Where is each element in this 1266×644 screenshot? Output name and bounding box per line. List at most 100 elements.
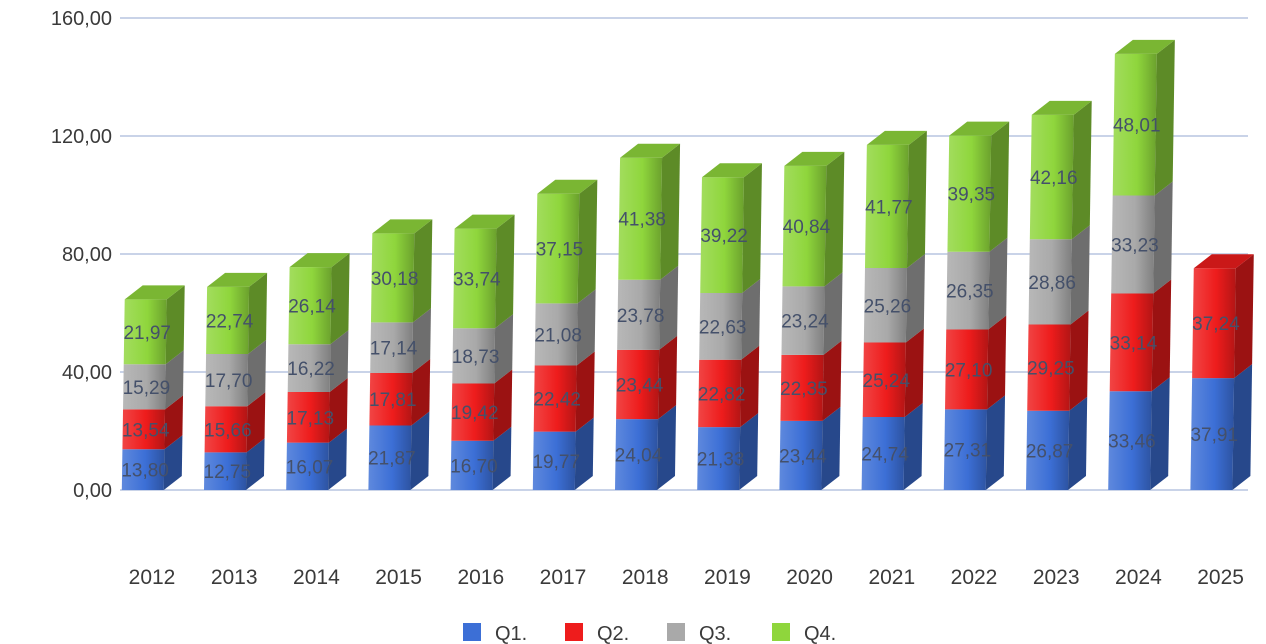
data-label: 23,78 bbox=[617, 306, 665, 327]
data-label: 27,31 bbox=[944, 441, 992, 462]
bar-side bbox=[905, 254, 925, 343]
bar-stack: 16,07 17,13 16,22 26,14 bbox=[286, 253, 350, 490]
bar-side bbox=[1071, 100, 1092, 240]
bar-side bbox=[823, 272, 843, 355]
legend-swatch bbox=[772, 623, 790, 641]
y-tick-label: 160,00 bbox=[51, 8, 112, 30]
bar-segment-q1 bbox=[943, 409, 988, 490]
bar-side bbox=[410, 411, 430, 490]
bar-side bbox=[494, 314, 514, 384]
data-label: 21,97 bbox=[123, 323, 171, 344]
bar-stack: 21,33 22,82 22,63 39,22 bbox=[697, 163, 762, 490]
x-tick-label: 2025 bbox=[1197, 566, 1244, 589]
bar-top bbox=[701, 163, 762, 178]
x-axis: 2012 2013 2014 2015 2016 2017 2018 2019 2020 2021… bbox=[129, 566, 1244, 589]
x-tick-label: 2017 bbox=[540, 566, 587, 589]
bar-segment-q3 bbox=[123, 364, 166, 410]
bar-segment-q2 bbox=[862, 342, 906, 418]
bar-segment-q2 bbox=[204, 406, 248, 453]
bar-side bbox=[412, 308, 431, 373]
bar-segment-q3 bbox=[452, 328, 496, 384]
bar-segment-q1 bbox=[779, 420, 823, 490]
bar-stack: 26,87 29,25 28,86 42,16 bbox=[1026, 100, 1092, 490]
bar-stack: 13,80 13,54 15,29 21,97 bbox=[121, 285, 185, 490]
data-label: 17,81 bbox=[369, 390, 417, 411]
bar-side bbox=[1070, 225, 1090, 325]
bar-segment-q4 bbox=[1029, 114, 1074, 240]
bar-side bbox=[1150, 377, 1170, 490]
x-tick-label: 2019 bbox=[704, 566, 751, 589]
bar-segment-q3 bbox=[370, 322, 413, 373]
bar-segment-q4 bbox=[782, 165, 827, 287]
y-tick-label: 80,00 bbox=[62, 244, 112, 266]
bar-side bbox=[987, 315, 1007, 410]
bar-segment-q2 bbox=[698, 359, 742, 428]
bar-side bbox=[329, 330, 349, 393]
bar-segment-q1 bbox=[1190, 378, 1235, 490]
bar-side bbox=[1234, 254, 1254, 379]
data-label: 17,14 bbox=[370, 339, 418, 360]
bar-side bbox=[985, 395, 1006, 490]
bar-stack: 24,04 23,44 23,78 41,38 bbox=[615, 143, 681, 490]
bar-top bbox=[372, 219, 433, 234]
data-label: 12,75 bbox=[204, 462, 252, 483]
bar-segment-q4 bbox=[618, 157, 663, 280]
bar-top bbox=[1031, 100, 1092, 115]
legend-swatch bbox=[565, 623, 583, 641]
bar-top bbox=[784, 151, 845, 166]
bar-side bbox=[247, 339, 267, 407]
bar-side bbox=[658, 335, 678, 420]
data-label: 40,84 bbox=[783, 217, 831, 238]
data-label: 21,87 bbox=[368, 449, 416, 470]
x-tick-label: 2018 bbox=[622, 566, 669, 589]
bar-segment-q3 bbox=[205, 353, 249, 407]
bar-segment-q2 bbox=[1192, 268, 1236, 379]
bar-segment-q1 bbox=[697, 427, 741, 490]
bar-side bbox=[903, 403, 923, 490]
bar-side bbox=[248, 272, 268, 354]
bar-stack: 16,70 19,42 18,73 33,74 bbox=[450, 214, 515, 490]
bar-side bbox=[657, 405, 677, 490]
bar-side bbox=[163, 435, 183, 490]
data-label: 26,35 bbox=[946, 282, 994, 303]
data-label: 17,70 bbox=[205, 371, 253, 392]
bar-segment-q4 bbox=[288, 267, 332, 345]
bars: 13,80 13,54 15,29 21,97 12,75 15,66 17,70 22,74… bbox=[121, 39, 1254, 490]
data-label: 27,10 bbox=[945, 360, 993, 381]
x-tick-label: 2012 bbox=[129, 566, 176, 589]
bar-stack: 23,44 22,35 23,24 40,84 bbox=[779, 151, 845, 490]
bar-side bbox=[1232, 364, 1253, 490]
bar-side bbox=[989, 121, 1010, 252]
bar-segment-q4 bbox=[123, 299, 167, 365]
data-label: 33,46 bbox=[1108, 432, 1156, 453]
bar-side bbox=[493, 369, 513, 441]
bar-side bbox=[328, 378, 348, 443]
bar-segment-q1 bbox=[861, 417, 905, 490]
bar-segment-q1 bbox=[1026, 410, 1070, 490]
data-label: 15,66 bbox=[204, 420, 252, 441]
data-label: 24,04 bbox=[615, 446, 663, 467]
data-label: 26,87 bbox=[1026, 441, 1074, 462]
bar-top bbox=[454, 214, 515, 229]
data-label: 48,01 bbox=[1113, 116, 1161, 137]
bar-top bbox=[866, 130, 927, 145]
data-label: 23,44 bbox=[616, 376, 664, 397]
data-label: 23,24 bbox=[781, 312, 829, 333]
bar-stack: 19,77 22,42 21,08 37,15 bbox=[532, 179, 598, 490]
bar-segment-q1 bbox=[532, 431, 576, 490]
bar-segment-q1 bbox=[368, 425, 412, 490]
legend-label: Q3. bbox=[699, 623, 731, 644]
bar-top bbox=[949, 121, 1010, 136]
bar-segment-q2 bbox=[1027, 324, 1071, 411]
bar-side bbox=[576, 289, 596, 366]
bar-top bbox=[1193, 254, 1254, 269]
bar-segment-q1 bbox=[121, 449, 165, 490]
bar-side bbox=[822, 340, 842, 421]
data-label: 37,24 bbox=[1192, 314, 1240, 335]
data-label: 21,08 bbox=[534, 325, 582, 346]
bar-side bbox=[1153, 181, 1173, 294]
bar-segment-q4 bbox=[1112, 53, 1157, 196]
bar-side bbox=[739, 413, 759, 490]
data-label: 28,86 bbox=[1028, 273, 1076, 294]
